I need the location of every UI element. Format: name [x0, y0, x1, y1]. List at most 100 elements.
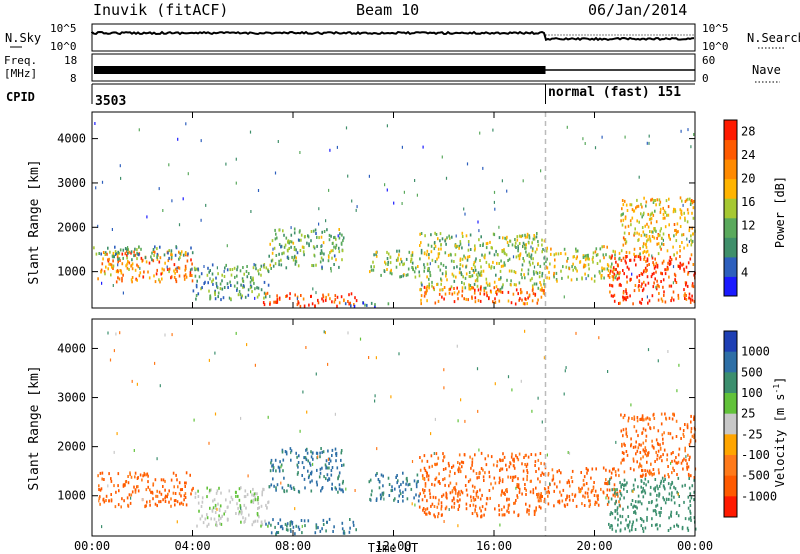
- power-pixel: [508, 269, 511, 273]
- velocity-pixel: [662, 437, 664, 441]
- power-pixel: [633, 247, 636, 251]
- velocity-pixel: [662, 453, 664, 457]
- velocity-pixel: [663, 431, 665, 435]
- power-pixel: [399, 262, 401, 266]
- power-pixel: [666, 249, 669, 253]
- power-pixel: [278, 228, 280, 232]
- velocity-pixel: [289, 484, 292, 488]
- power-pixel: [609, 271, 611, 275]
- power-pixel: [534, 250, 537, 254]
- power-pixel: [146, 215, 148, 219]
- velocity-pixel: [634, 510, 636, 514]
- power-pixel: [653, 236, 656, 240]
- power-pixel: [464, 212, 466, 216]
- colorbar-tick-label: 24: [741, 148, 755, 162]
- power-pixel: [612, 268, 615, 272]
- velocity-pixel: [480, 509, 482, 513]
- velocity-pixel: [252, 498, 255, 502]
- velocity-pixel: [653, 417, 656, 420]
- power-pixel: [623, 272, 625, 276]
- velocity-pixel: [323, 330, 325, 334]
- velocity-pixel: [119, 331, 121, 335]
- power-pixel: [445, 242, 447, 246]
- velocity-pixel: [547, 494, 549, 498]
- velocity-pixel: [459, 467, 461, 471]
- velocity-pixel: [432, 495, 435, 499]
- velocity-pixel: [525, 488, 527, 492]
- power-pixel: [625, 250, 628, 254]
- power-pixel: [268, 254, 270, 258]
- power-pixel: [642, 251, 644, 255]
- power-pixel: [333, 263, 335, 266]
- velocity-pixel: [653, 426, 655, 430]
- power-pixel: [648, 299, 651, 303]
- power-pixel: [372, 260, 374, 264]
- power-pixel: [640, 202, 642, 206]
- power-pixel: [400, 257, 402, 261]
- power-pixel: [532, 261, 534, 265]
- velocity-pixel: [616, 492, 618, 496]
- power-pixel: [672, 281, 674, 285]
- velocity-pixel: [105, 494, 108, 498]
- velocity-pixel: [423, 489, 426, 492]
- power-pixel: [642, 242, 645, 246]
- power-pixel: [646, 264, 649, 267]
- velocity-pixel: [684, 423, 686, 426]
- power-pixel: [500, 264, 503, 268]
- velocity-pixel: [252, 487, 254, 491]
- power-pixel: [484, 253, 486, 257]
- velocity-pixel: [511, 388, 513, 392]
- power-pixel: [384, 183, 386, 187]
- power-pixel: [269, 302, 271, 306]
- velocity-pixel: [152, 482, 155, 486]
- velocity-pixel: [422, 476, 424, 480]
- power-pixel: [255, 267, 257, 271]
- velocity-pixel: [508, 465, 511, 469]
- power-pixel: [548, 276, 551, 280]
- power-pixel: [521, 298, 523, 302]
- power-pixel: [652, 213, 655, 217]
- power-pixel: [531, 249, 534, 253]
- velocity-pixel: [354, 489, 356, 492]
- power-pixel: [640, 272, 643, 276]
- power-pixel: [507, 259, 509, 262]
- velocity-pixel: [383, 497, 385, 501]
- power-pixel: [283, 245, 286, 249]
- velocity-pixel: [538, 496, 541, 500]
- velocity-pixel: [283, 490, 286, 494]
- sky-left-label: N.Sky: [5, 31, 41, 45]
- velocity-pixel: [433, 513, 435, 517]
- velocity-pixel: [248, 513, 250, 517]
- power-pixel: [220, 298, 222, 302]
- velocity-pixel: [639, 462, 641, 466]
- velocity-pixel: [632, 505, 634, 509]
- power-pixel: [282, 251, 285, 255]
- power-pixel: [264, 295, 267, 299]
- velocity-pixel: [173, 499, 176, 503]
- power-pixel: [331, 256, 333, 260]
- power-pixel: [643, 280, 645, 284]
- power-pixel: [327, 259, 330, 263]
- power-pixel: [450, 253, 452, 257]
- velocity-pixel: [559, 480, 561, 484]
- power-pixel: [631, 272, 633, 276]
- velocity-pixel: [645, 449, 647, 453]
- power-pixel: [133, 254, 135, 258]
- velocity-pixel: [278, 466, 281, 470]
- power-pixel: [637, 238, 639, 242]
- velocity-pixel: [688, 477, 690, 480]
- freq-tick-lo: 8: [70, 72, 77, 85]
- velocity-pixel: [98, 499, 100, 503]
- velocity-pixel: [359, 337, 362, 341]
- power-pixel: [266, 291, 269, 295]
- velocity-pixel: [689, 492, 692, 496]
- velocity-pixel: [670, 498, 673, 502]
- velocity-pixel: [615, 473, 617, 477]
- velocity-pixel: [465, 475, 467, 479]
- velocity-pixel: [273, 484, 275, 488]
- velocity-pixel: [615, 529, 617, 533]
- velocity-pixel: [673, 495, 675, 499]
- power-pixel: [142, 275, 145, 279]
- power-pixel: [484, 286, 487, 290]
- velocity-pixel: [677, 476, 680, 480]
